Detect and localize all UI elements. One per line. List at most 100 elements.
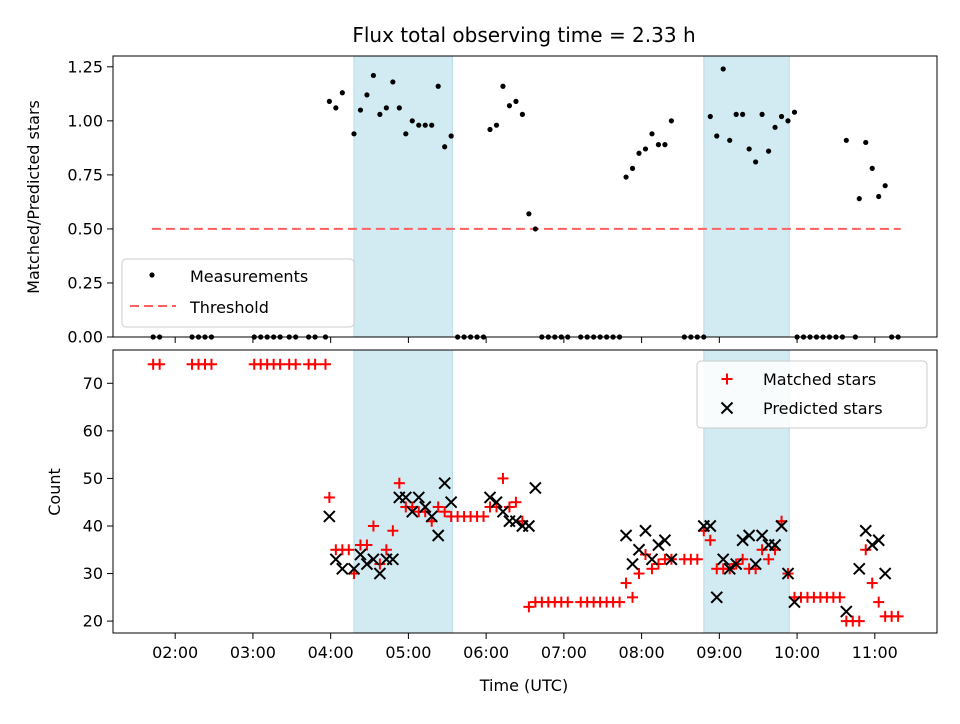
measurement-point (532, 226, 538, 232)
predicted-star-point (720, 401, 734, 415)
legend-predicted-marker (720, 401, 734, 415)
predicted-star-point (788, 595, 801, 609)
matched-star-point (510, 496, 522, 508)
predicted-star-point (431, 529, 445, 542)
measurement-point (649, 131, 655, 137)
predicted-star-point (419, 500, 432, 514)
y-tick-label: 60 (83, 421, 103, 440)
measurement-point (791, 109, 798, 115)
measurement-point (759, 111, 765, 117)
bottom-legend-box (696, 360, 928, 429)
measurement-point (493, 122, 500, 128)
predicted-star-point (529, 481, 542, 495)
predicted-star-point (373, 567, 387, 580)
predicted-star-point (425, 510, 438, 523)
matched-star-point (367, 520, 379, 532)
predicted-star-point (406, 505, 419, 518)
predicted-star-point (619, 529, 633, 542)
legend-measurements-label: Measurements (190, 267, 308, 286)
measurement-point (506, 103, 513, 109)
matched-star-point (361, 539, 373, 551)
measurement-point (753, 159, 759, 165)
predicted-star-point (840, 605, 853, 618)
measurement-point (714, 133, 720, 139)
predicted-star-point (444, 495, 458, 509)
measurement-point (843, 137, 849, 143)
matched-star-point (763, 553, 775, 565)
legend-matched-label: Matched stars (763, 370, 876, 389)
measurement-point (500, 83, 506, 89)
y-tick-label: 30 (83, 564, 103, 583)
bottom-legend: Matched stars Predicted stars (696, 360, 928, 429)
measurement-point (727, 137, 733, 143)
predicted-star-point (755, 529, 769, 542)
measurement-point (409, 118, 415, 124)
predicted-star-point (522, 519, 536, 533)
measurement-point (377, 111, 383, 117)
measurement-point (357, 107, 364, 113)
y-tick-label: 0.75 (67, 165, 103, 184)
legend-measurement-marker (149, 272, 155, 278)
measurement-point (707, 113, 713, 120)
matched-star-point (873, 596, 885, 608)
predicted-star-point (509, 515, 523, 528)
bottom-panel-frame (112, 349, 938, 634)
x-tick-label: 09:00 (696, 643, 742, 662)
predicted-star-point (878, 567, 892, 580)
matched-star-point (503, 501, 515, 513)
legend-predicted-label: Predicted stars (763, 399, 883, 418)
count-points (147, 358, 904, 627)
measurement-point (326, 98, 332, 104)
x-tick-label: 07:00 (541, 643, 587, 662)
measurement-point (442, 144, 448, 150)
x-tick-label: 05:00 (385, 643, 431, 662)
predicted-star-point (336, 562, 349, 575)
predicted-star-point (360, 557, 374, 571)
top-legend-box (121, 258, 355, 328)
predicted-star-point (749, 557, 762, 571)
top-legend: Measurements Threshold (121, 258, 355, 328)
measurement-point (636, 150, 642, 156)
y-tick-label: 1.00 (67, 111, 103, 130)
measurement-point (733, 111, 739, 117)
measurement-point (403, 131, 409, 137)
predicted-star-point (490, 495, 503, 509)
matched-star-point (432, 501, 444, 513)
measurement-point (370, 72, 377, 79)
legend-matched-marker (721, 373, 733, 385)
matched-star-point (853, 615, 865, 627)
y-tick-label: 0.00 (67, 328, 103, 347)
matched-star-point (497, 472, 509, 484)
predicted-star-point (412, 491, 425, 504)
bottom-panel: 20 30 40 50 60 70 02:00 03:00 04:00 05:00 06:00 07… (45, 349, 938, 695)
matched-star-point (478, 510, 490, 522)
measurement-point (526, 211, 532, 217)
predicted-star-point (323, 510, 336, 523)
measurement-point (869, 165, 875, 171)
predicted-star-point (872, 534, 885, 547)
predicted-star-point (658, 534, 672, 547)
measurement-point (364, 92, 370, 98)
predicted-star-point (704, 519, 717, 533)
predicted-star-point (645, 553, 659, 566)
matched-star-point (523, 601, 535, 613)
matched-star-point (323, 491, 335, 503)
predicted-star-point (399, 491, 413, 504)
predicted-star-point (768, 538, 782, 552)
predicted-star-point (736, 534, 749, 547)
top-y-axis-label: Matched/Predicted stars (24, 100, 43, 294)
measurement-point (746, 146, 752, 152)
matched-star-point (633, 568, 645, 580)
predicted-star-point (853, 562, 866, 575)
predicted-star-point (781, 567, 795, 580)
matched-star-point (620, 577, 632, 589)
x-tick-label: 04:00 (308, 643, 354, 662)
matched-star-point (319, 358, 331, 370)
top-panel: 0.00 0.25 0.50 0.75 1.00 1.25 Matched/Predict… (24, 55, 938, 347)
y-tick-label: 1.25 (67, 57, 103, 76)
matched-star-point (343, 544, 355, 556)
y-tick-label: 40 (83, 516, 103, 535)
measurement-point (435, 83, 441, 89)
measurement-point (623, 174, 629, 180)
